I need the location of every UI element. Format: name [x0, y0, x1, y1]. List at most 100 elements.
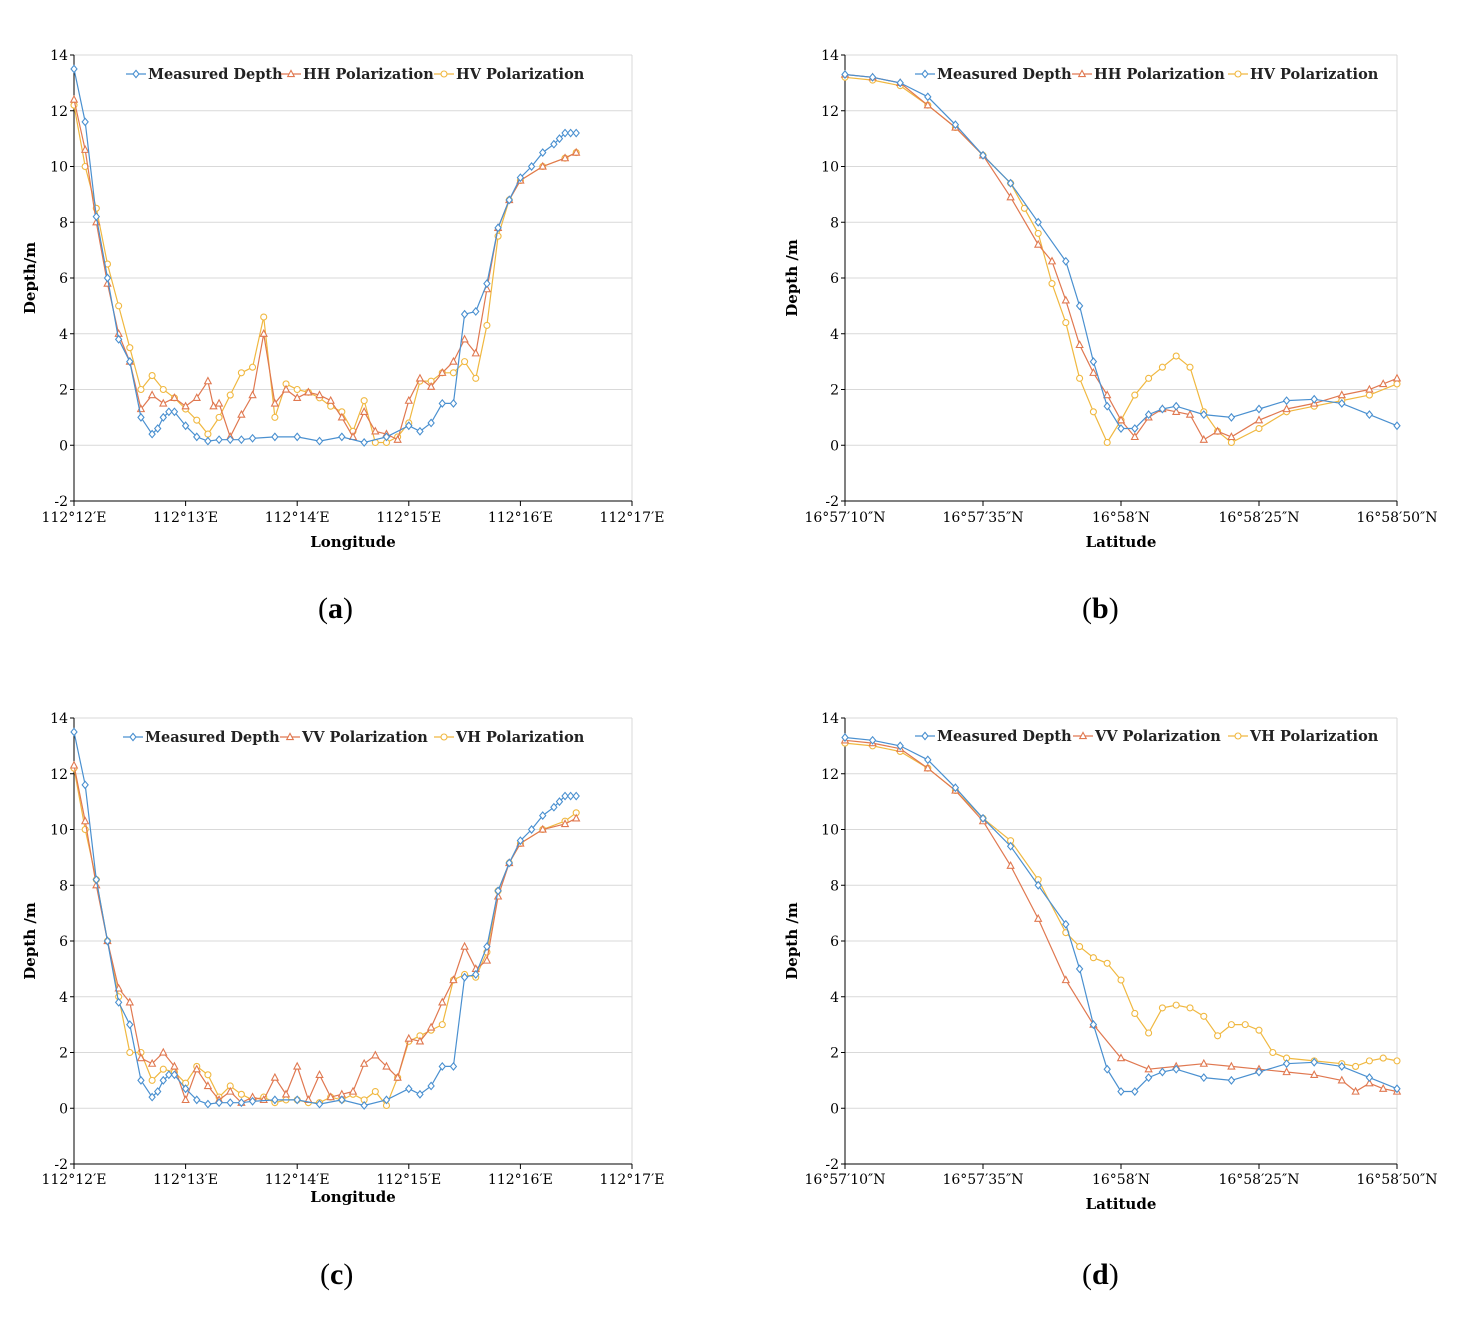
data-point: [1282, 396, 1291, 406]
y-tick-label: 8: [59, 215, 68, 231]
y-tick-label: 6: [59, 934, 68, 950]
data-point: [1310, 394, 1318, 404]
data-point: [1075, 964, 1084, 974]
data-point: [226, 1098, 234, 1108]
legend-label: HH Polarization: [1094, 66, 1225, 83]
series-vv-polarization: [840, 735, 1402, 1095]
data-point: [1186, 363, 1194, 371]
data-point: [260, 313, 268, 321]
series-line: [73, 68, 577, 444]
x-tick-label: 16°58′25″N: [1218, 1172, 1299, 1188]
data-point: [1075, 340, 1084, 349]
data-point: [115, 302, 123, 310]
panel-label-a: (a): [318, 592, 353, 625]
data-point: [204, 1099, 212, 1109]
data-point: [1200, 1073, 1208, 1083]
data-point: [214, 398, 224, 407]
data-point: [1255, 1026, 1263, 1034]
data-point: [192, 1064, 201, 1073]
data-point: [103, 936, 112, 946]
data-point: [527, 162, 536, 171]
legend-marker: [1234, 70, 1242, 78]
data-point: [483, 942, 491, 952]
series-hh-polarization: [840, 69, 1402, 443]
data-point: [1199, 434, 1209, 443]
x-axis-label: Longitude: [310, 533, 396, 551]
x-tick-label: 16°58′50″N: [1356, 1172, 1437, 1188]
data-point: [1227, 1075, 1236, 1085]
data-point: [92, 212, 101, 222]
y-tick-label: -2: [825, 1157, 839, 1173]
data-point: [70, 64, 78, 74]
y-axis-label: Depth /m: [783, 239, 801, 317]
series-measured-depth: [70, 727, 580, 1110]
data-point: [1378, 379, 1388, 388]
data-point: [415, 373, 425, 382]
data-point: [1089, 1020, 1098, 1030]
data-point: [237, 435, 246, 445]
data-point: [1006, 178, 1015, 188]
series-line: [844, 742, 1398, 1068]
chart-panel-d: -2 0 2 4 6 8 10 12 14 16°57′10″N 16°57′35″N 16°58′N…: [783, 711, 1438, 1213]
data-point: [137, 1075, 145, 1085]
data-point: [315, 1099, 324, 1109]
data-point: [924, 92, 932, 102]
x-tick-label: 112°15′E: [376, 510, 441, 526]
data-point: [80, 816, 90, 825]
series-line: [844, 76, 1398, 444]
data-point: [271, 1095, 279, 1105]
data-point: [1171, 407, 1181, 415]
data-point: [1227, 1061, 1236, 1070]
data-point: [404, 395, 414, 404]
chart-panel-b: -2 0 2 4 6 8 10 12 14 16°57′10″N 16°57′35″N 16°58′N…: [783, 48, 1438, 551]
legend-marker: [286, 69, 296, 78]
data-point: [449, 356, 458, 365]
legend-label: HV Polarization: [1250, 66, 1379, 83]
data-point: [571, 147, 581, 156]
data-point: [1076, 943, 1084, 951]
legend-label: VV Polarization: [1094, 728, 1221, 745]
data-point: [1116, 1053, 1126, 1062]
data-point: [292, 393, 302, 402]
data-point: [326, 1092, 335, 1101]
data-point: [1337, 1075, 1347, 1084]
y-tick-label: 10: [821, 823, 839, 839]
data-point: [315, 1070, 324, 1078]
data-point: [550, 802, 558, 812]
data-point: [114, 334, 123, 344]
data-point: [92, 875, 101, 885]
panel-label-d: (d): [1082, 1258, 1119, 1291]
data-point: [923, 763, 933, 772]
y-tick-label: 6: [59, 271, 68, 287]
data-point: [1158, 1004, 1166, 1012]
y-tick-label: 2: [830, 383, 839, 399]
y-tick-label: 4: [830, 327, 839, 343]
data-point: [896, 741, 904, 751]
data-point: [1131, 1009, 1139, 1018]
x-tick-label: 16°57′10″N: [804, 510, 885, 526]
data-point: [1365, 1073, 1374, 1083]
data-point: [70, 727, 78, 737]
data-point: [1393, 1057, 1401, 1065]
data-point: [159, 1047, 168, 1056]
data-point: [1365, 410, 1374, 420]
x-tick-label: 16°58′N: [1092, 1172, 1150, 1188]
data-point: [170, 1070, 179, 1080]
data-point: [416, 426, 424, 436]
y-tick-label: 12: [50, 104, 68, 120]
y-tick-label: 14: [821, 48, 839, 64]
data-point: [1006, 860, 1015, 869]
data-point: [1117, 976, 1125, 984]
data-point: [1172, 352, 1180, 360]
data-point: [426, 381, 436, 390]
panel-label-b: (b): [1082, 592, 1119, 625]
data-point: [237, 369, 245, 377]
y-tick-label: 4: [59, 327, 68, 343]
data-point: [1393, 421, 1401, 431]
data-point: [114, 997, 123, 1007]
data-point: [951, 783, 960, 793]
data-point: [505, 858, 513, 868]
data-point: [226, 391, 234, 399]
chart-panel-a: -2 0 2 4 6 8 10 12 14 112°12′E 112°13′E 112°14′E 112…: [21, 48, 664, 551]
y-tick-label: 14: [821, 711, 839, 727]
